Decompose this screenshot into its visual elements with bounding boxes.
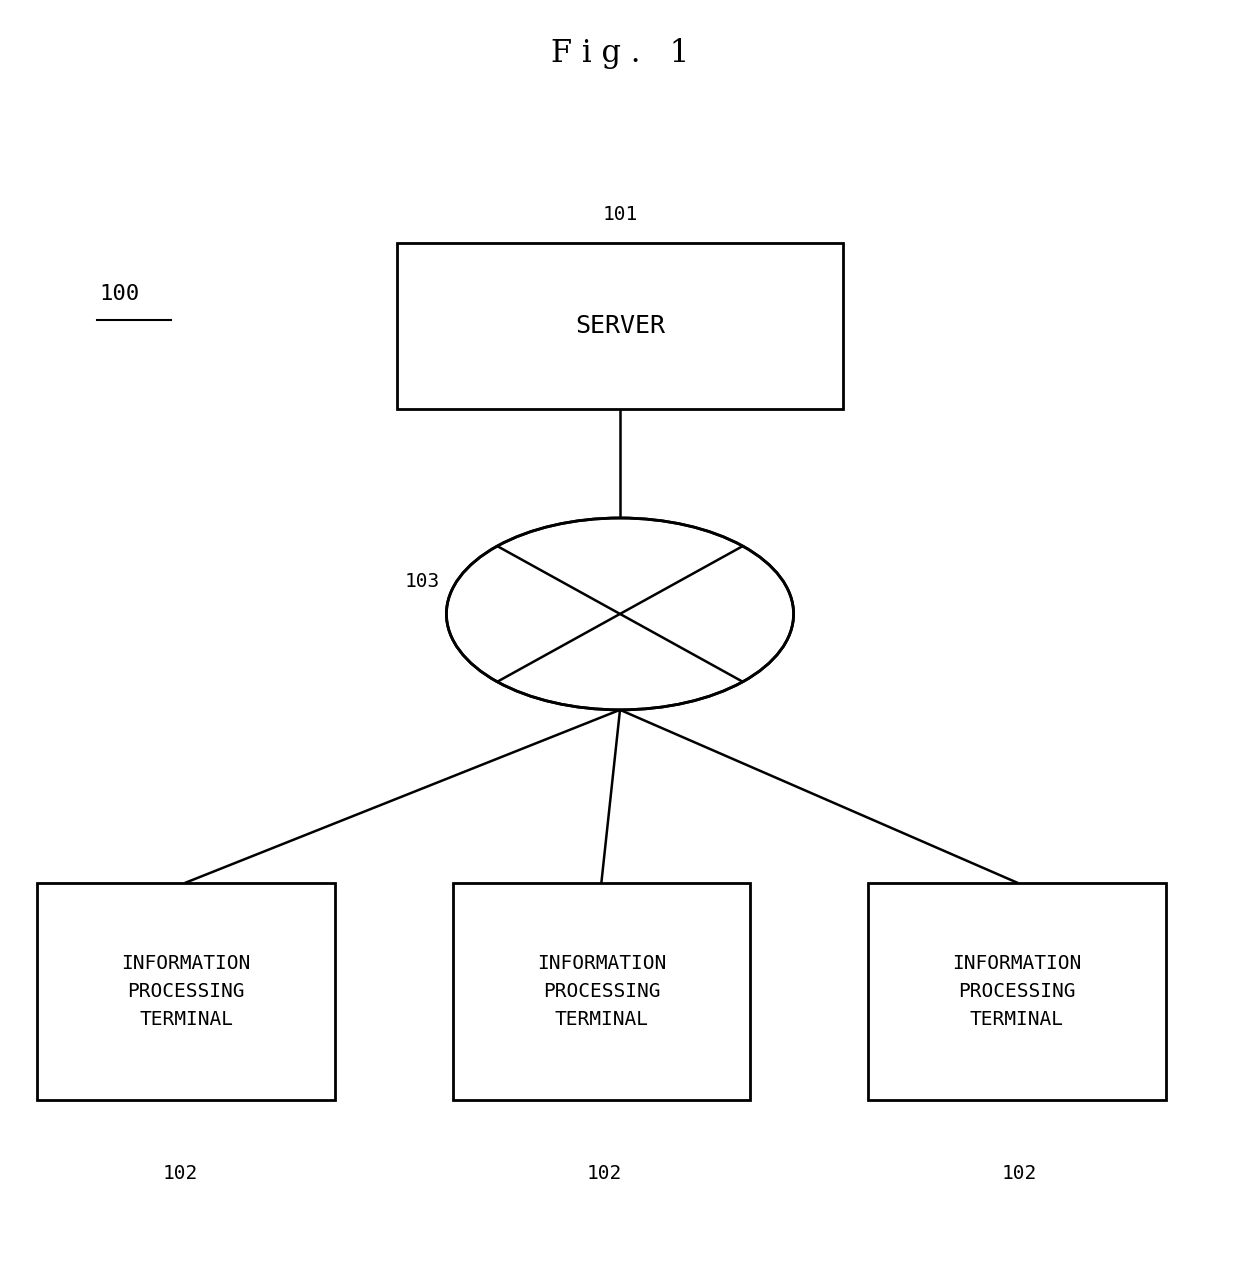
Text: 102: 102 (587, 1164, 621, 1183)
Text: INFORMATION
PROCESSING
TERMINAL: INFORMATION PROCESSING TERMINAL (122, 954, 250, 1028)
Ellipse shape (446, 518, 794, 710)
Text: 102: 102 (162, 1164, 197, 1183)
Bar (397, 243, 843, 409)
Text: 102: 102 (1002, 1164, 1037, 1183)
Text: 103: 103 (405, 573, 440, 591)
Bar (868, 883, 1166, 1100)
Text: 100: 100 (99, 284, 139, 304)
Text: INFORMATION
PROCESSING
TERMINAL: INFORMATION PROCESSING TERMINAL (952, 954, 1081, 1028)
Text: SERVER: SERVER (575, 315, 665, 338)
Text: 101: 101 (603, 205, 637, 224)
Text: INFORMATION
PROCESSING
TERMINAL: INFORMATION PROCESSING TERMINAL (537, 954, 666, 1028)
Bar (453, 883, 750, 1100)
Text: F i g .   1: F i g . 1 (551, 38, 689, 69)
Bar (37, 883, 335, 1100)
